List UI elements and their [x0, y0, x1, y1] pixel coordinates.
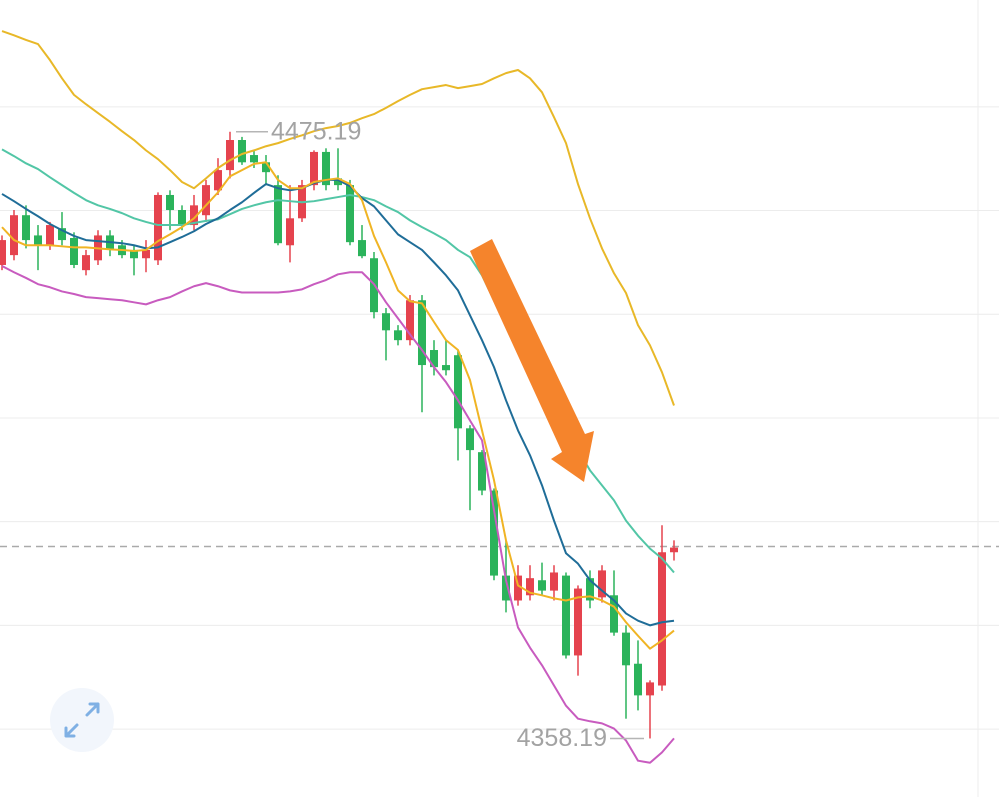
candle-body [358, 240, 366, 257]
candle-body [502, 575, 510, 601]
grid [0, 106, 999, 730]
candle-body [34, 235, 42, 246]
candle-body [70, 238, 78, 265]
candle-body [238, 140, 246, 163]
indicator-line [1, 178, 675, 627]
candle-body [178, 210, 186, 226]
min-label: 4358.19 [517, 724, 607, 752]
indicator-line [1, 265, 675, 764]
candle-body [658, 552, 666, 686]
candle-body [514, 575, 522, 601]
candle-body [562, 575, 570, 656]
candle-body [166, 194, 174, 211]
candle-body [226, 140, 234, 171]
candle-body [142, 249, 150, 259]
candle-body [214, 170, 222, 191]
candle-body [190, 205, 198, 226]
candle-body [406, 300, 414, 341]
candle-body [634, 663, 642, 696]
candle-body [82, 255, 90, 271]
candle-body [334, 178, 342, 186]
candle-body [538, 580, 546, 591]
candle-body [586, 578, 594, 601]
candle-body [154, 194, 162, 261]
candle-body [286, 218, 294, 246]
candle-body [202, 185, 210, 216]
candle-body [574, 588, 582, 656]
candle-body [22, 215, 30, 241]
candle-body [670, 547, 678, 553]
indicator-line [1, 148, 675, 574]
candle-body [382, 313, 390, 331]
candle-body [622, 632, 630, 666]
candle-body [310, 151, 318, 186]
candle-body [598, 570, 606, 598]
candle-body [346, 185, 354, 243]
candle-body [646, 682, 654, 696]
indicator-line [1, 30, 675, 406]
candle-body [466, 428, 474, 451]
candle-body [526, 578, 534, 596]
candle-body [46, 225, 54, 246]
candle-body [322, 151, 330, 186]
candle-body [274, 185, 282, 244]
candle-body [550, 572, 558, 591]
candle-body [490, 490, 498, 576]
candle-body [250, 155, 258, 163]
candle-body [418, 300, 426, 366]
candle-body [610, 595, 618, 633]
candle-body [10, 215, 18, 256]
candle-body [478, 452, 486, 491]
trend-arrow [470, 239, 594, 482]
max-label: 4475.19 [271, 117, 361, 145]
expand-button-bg[interactable] [50, 688, 114, 752]
candle-body [430, 350, 438, 368]
marks: 4475.19 4358.19 [0, 30, 678, 764]
expand-icon[interactable] [64, 702, 100, 738]
expand-button[interactable] [50, 688, 114, 752]
candle-body [394, 330, 402, 341]
candle-body [442, 365, 450, 371]
candle-body [130, 249, 138, 259]
indicator-line [1, 161, 675, 650]
candle-body [454, 355, 462, 429]
candle-body [262, 162, 270, 173]
candle-body [58, 228, 66, 241]
candle-body [0, 240, 6, 265]
